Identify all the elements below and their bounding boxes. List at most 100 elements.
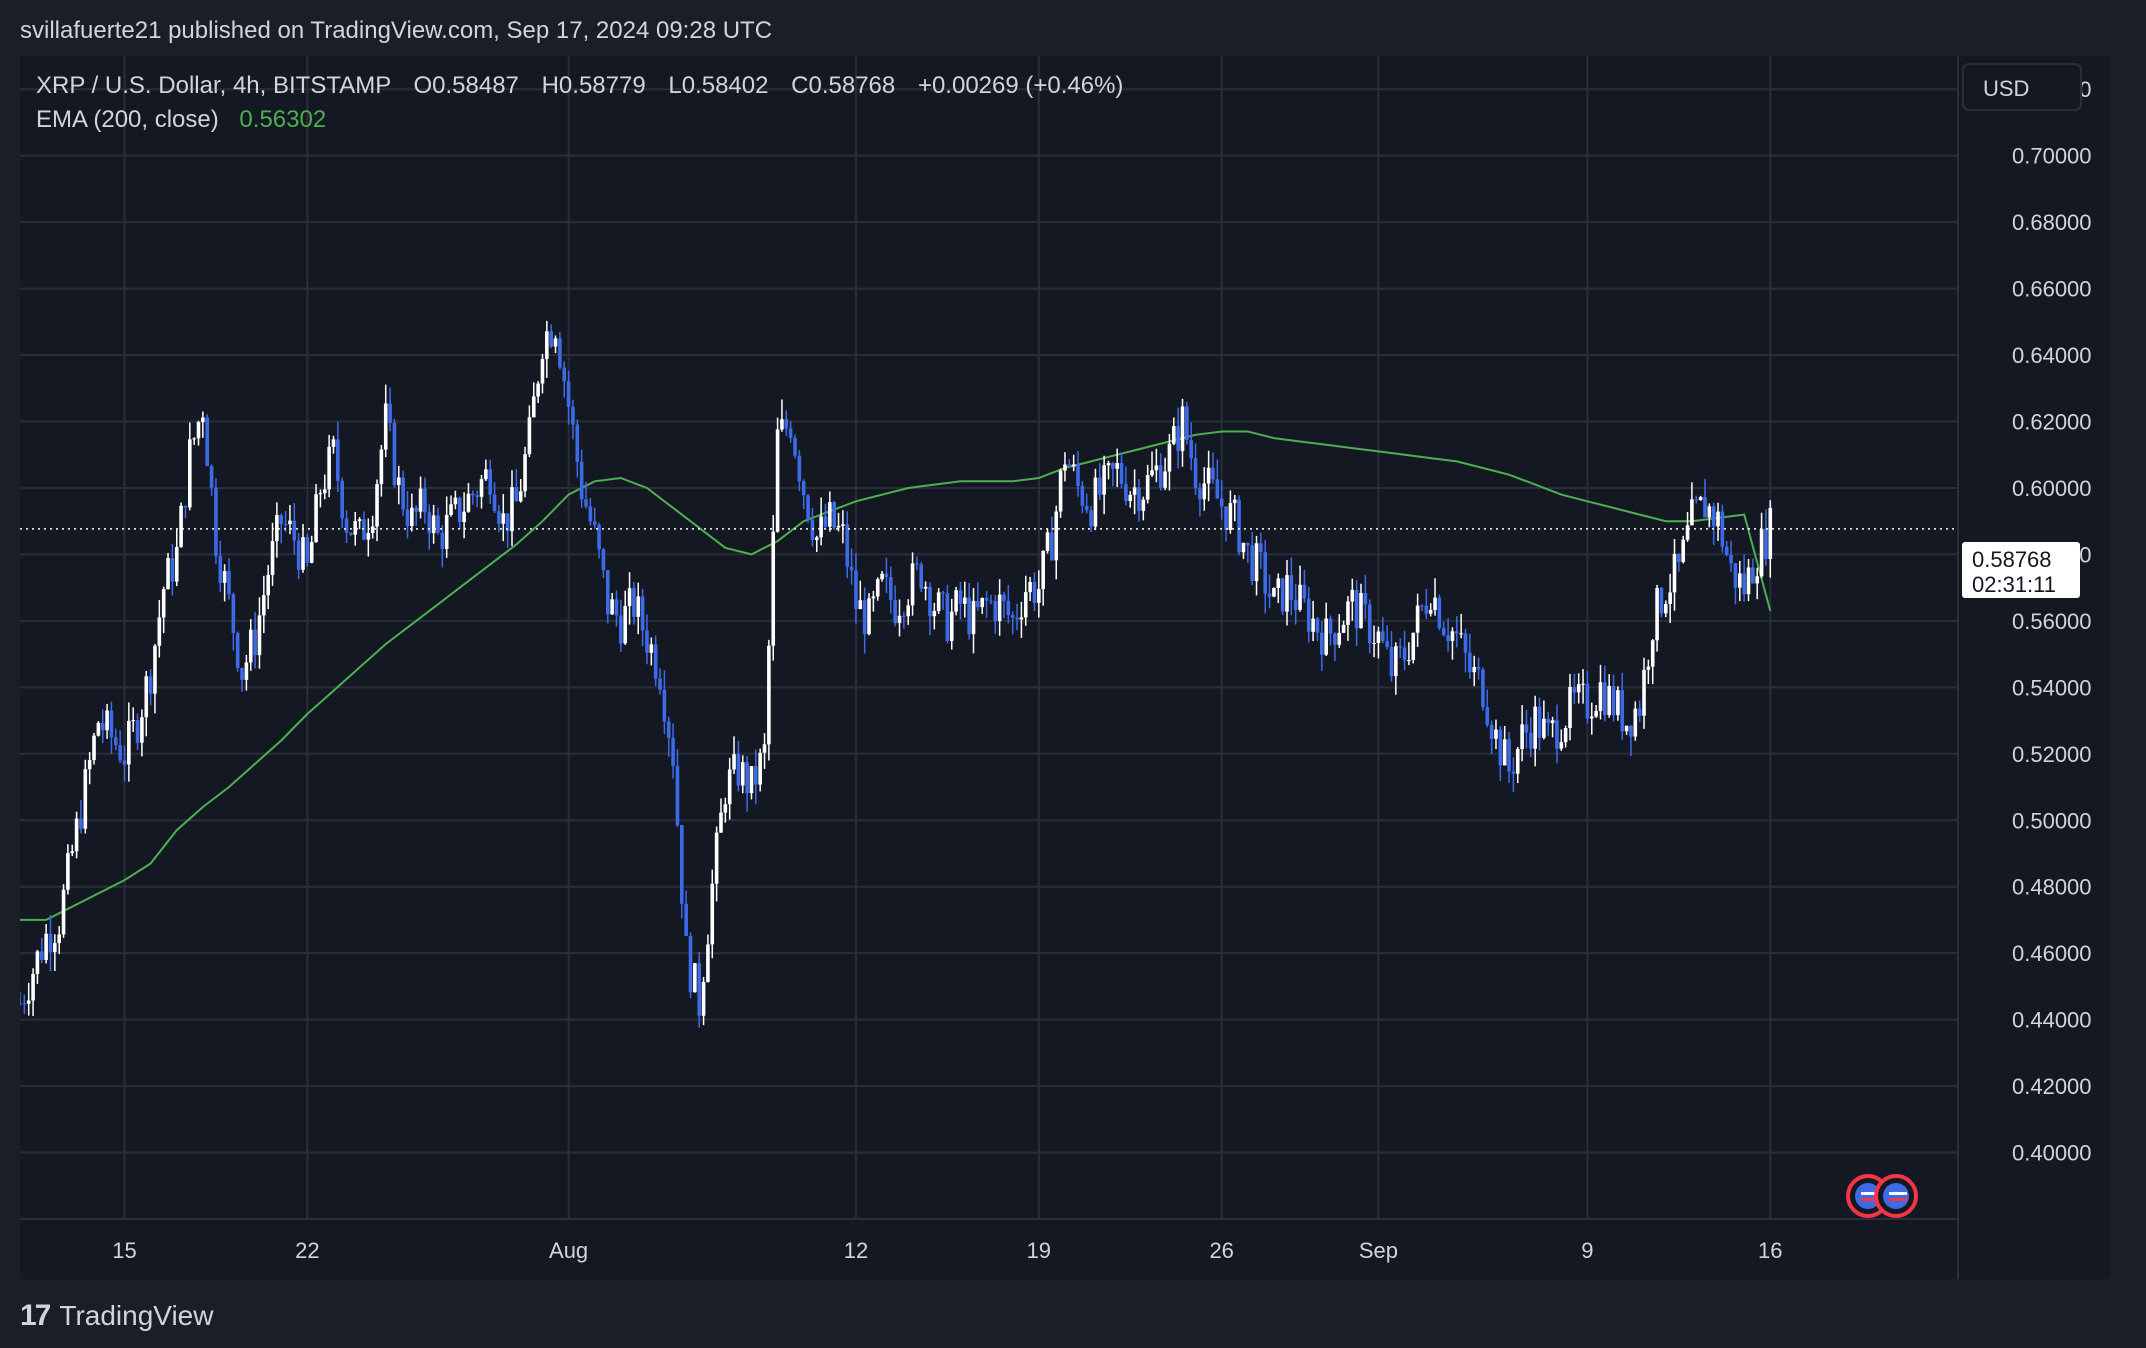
candle-body (1354, 589, 1359, 629)
candle-body (209, 466, 214, 488)
candle-body (248, 629, 253, 663)
candle-body (57, 934, 61, 944)
candle-body (214, 487, 218, 557)
candle-body (370, 526, 375, 534)
candle-body (1002, 594, 1006, 601)
candle-body (1198, 488, 1202, 500)
candle-body (1624, 725, 1629, 732)
currency-button[interactable] (1962, 63, 2082, 111)
candle-body (601, 549, 606, 571)
candle-body (902, 615, 906, 617)
candle-body (849, 566, 854, 571)
legend-symbol: XRP / U.S. Dollar, 4h, BITSTAMP (36, 72, 391, 99)
candle-body (1450, 631, 1455, 642)
candle-body (627, 588, 632, 607)
candle-body (314, 494, 318, 543)
candle-body (44, 933, 48, 960)
candle-body (1080, 485, 1085, 506)
candle-body (989, 600, 993, 602)
candle-body (179, 505, 183, 547)
candle-body (405, 509, 410, 526)
candle-body (1132, 487, 1137, 495)
candle-body (614, 599, 619, 616)
candle-body (222, 571, 227, 583)
candle-body (1742, 573, 1746, 595)
candle-body (218, 556, 223, 583)
time-tick-label: 9 (1581, 1238, 1593, 1263)
candle-body (976, 600, 980, 608)
candle-body (545, 331, 549, 360)
candle-body (1084, 505, 1089, 511)
candle-body (954, 590, 958, 612)
candle-body (1176, 426, 1180, 452)
candle-body (240, 667, 244, 680)
candle-body (571, 406, 575, 425)
candle-body (1185, 406, 1189, 441)
candle-body (1154, 465, 1159, 471)
candle-body (684, 903, 688, 937)
candle-body (1529, 732, 1533, 749)
us-flag-event-icon[interactable] (1874, 1174, 1918, 1218)
candle-body (235, 632, 240, 668)
candle-body (1124, 483, 1128, 501)
legend-o-label: O (413, 72, 432, 99)
candle-body (327, 446, 331, 490)
candle-body (449, 504, 453, 515)
candle-body (262, 595, 266, 616)
candle-body (867, 598, 871, 635)
candle-body (1237, 499, 1241, 553)
candle-body (1555, 720, 1559, 749)
candle-body (48, 933, 53, 952)
tradingview-footer[interactable]: 17 TradingView (20, 1296, 213, 1336)
time-axis: 15 22 Aug 12 19 26 Sep 9 16 (112, 1238, 1782, 1263)
legend-c-value: 0.58768 (809, 72, 896, 99)
candle-body (1507, 739, 1511, 772)
candle-body (671, 737, 675, 766)
legend-ema-line: EMA (200, close) 0.56302 (36, 106, 326, 133)
candle-body (1050, 532, 1054, 561)
candle-body (592, 521, 597, 525)
candle-body (1542, 718, 1546, 738)
price-chart[interactable]: 0.720000.700000.680000.660000.640000.620… (20, 56, 2110, 1279)
candle-body (688, 936, 693, 993)
candle-body (888, 577, 893, 601)
candle-body (166, 558, 170, 590)
candle-body (958, 590, 963, 604)
price-tick-label: 0.66000 (2012, 277, 2092, 302)
candle-body (1463, 633, 1468, 653)
candle-body (1633, 708, 1638, 737)
candle-body (161, 589, 166, 618)
candle-body (1755, 576, 1760, 584)
candle-body (309, 542, 314, 563)
candle-body (1372, 643, 1376, 645)
candle-body (997, 594, 1002, 622)
candle-body (645, 630, 649, 653)
candle-body (375, 484, 379, 527)
candle-body (392, 422, 397, 486)
tradingview-logo-icon: 17 (20, 1299, 51, 1332)
candle-body (1485, 707, 1490, 725)
candle-body (1720, 511, 1725, 547)
candle-body (754, 766, 758, 785)
candle-body (823, 516, 828, 527)
candle-body (31, 973, 35, 1001)
candle-body (558, 338, 562, 368)
candle-body (131, 720, 136, 722)
candle-body (875, 579, 880, 597)
candle-body (1263, 552, 1268, 594)
chart-area[interactable]: 0.720000.700000.680000.660000.640000.620… (20, 56, 2110, 1279)
candle-body (858, 600, 863, 610)
candle-body (188, 439, 192, 508)
candle-body (205, 417, 210, 467)
candle-body (1041, 550, 1045, 590)
candle-body (862, 600, 867, 635)
candle-body (1028, 581, 1032, 593)
candle-body (1550, 720, 1555, 724)
candle-body (1563, 728, 1568, 743)
candle-body (1468, 652, 1472, 673)
candle-body (854, 570, 858, 610)
legend-o-value: 0.58487 (432, 72, 519, 99)
candle-body (74, 818, 79, 852)
candle-body (1581, 683, 1585, 685)
legend-h-label: H (542, 72, 559, 99)
